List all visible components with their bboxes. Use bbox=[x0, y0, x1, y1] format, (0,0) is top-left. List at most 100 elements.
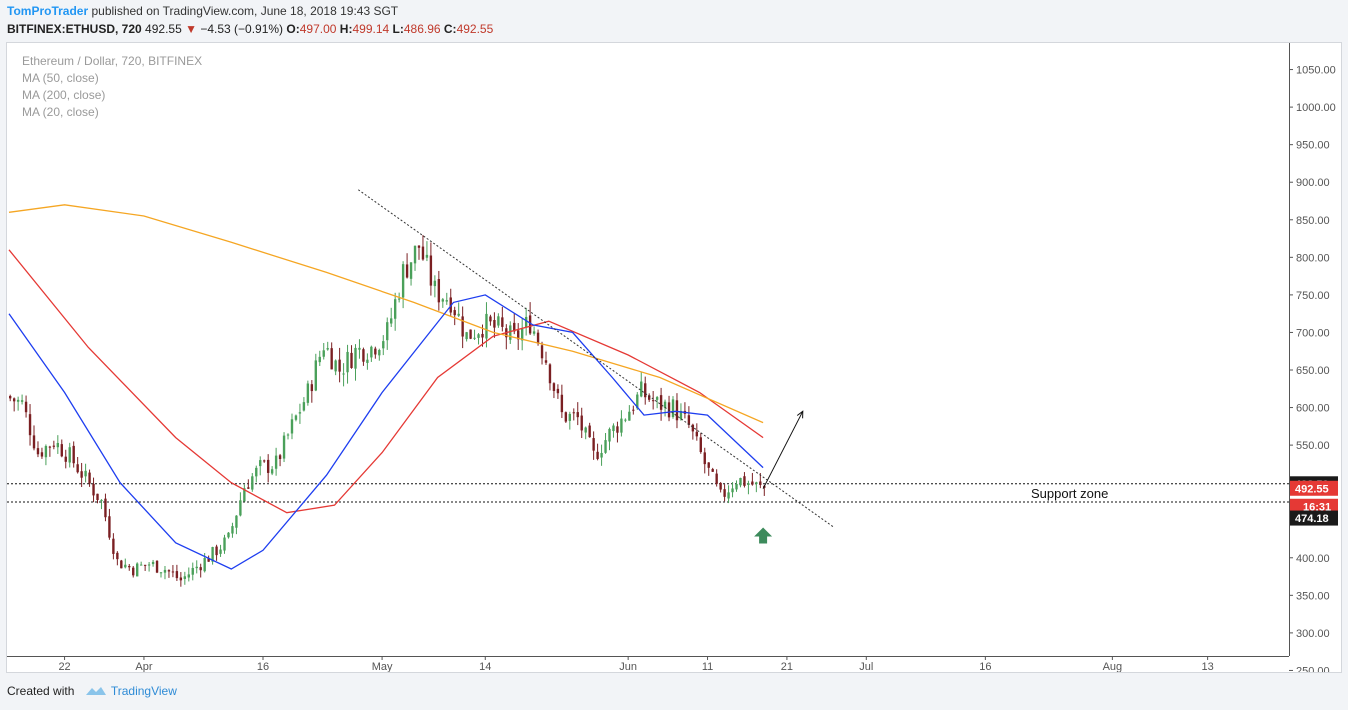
candle-body bbox=[199, 567, 202, 571]
projection-arrow bbox=[762, 411, 804, 489]
chart-header: TomProTrader published on TradingView.co… bbox=[0, 0, 1348, 42]
published-text: published on TradingView.com, June 18, 2… bbox=[91, 4, 399, 18]
candle-body bbox=[278, 455, 282, 460]
candle-body bbox=[640, 381, 643, 397]
candle-body bbox=[171, 571, 175, 573]
candle-body bbox=[528, 315, 532, 334]
symbol-line: BITFINEX:ETHUSD, 720 492.55 ▼ −4.53 (−0.… bbox=[7, 22, 493, 36]
candle-body bbox=[429, 255, 433, 286]
candle-body bbox=[679, 410, 683, 420]
candle-body bbox=[215, 546, 218, 556]
candle-body bbox=[143, 564, 147, 566]
chart-panel[interactable]: 250.00300.00350.00400.00450.00500.00550.… bbox=[6, 42, 1342, 673]
created-with-label: Created with bbox=[7, 684, 75, 698]
candle-body bbox=[445, 300, 448, 302]
low-label: L: bbox=[392, 22, 404, 36]
candle-body bbox=[560, 394, 564, 413]
candle-body bbox=[64, 456, 67, 462]
author-link[interactable]: TomProTrader bbox=[7, 4, 89, 18]
x-tick-label: 16 bbox=[979, 661, 991, 672]
candle-body bbox=[497, 316, 500, 326]
candle-body bbox=[409, 262, 413, 279]
candle-body bbox=[691, 424, 695, 432]
candle-body bbox=[524, 316, 528, 328]
candle-body bbox=[405, 264, 409, 278]
candle-body bbox=[298, 412, 302, 414]
candle-body bbox=[513, 322, 516, 332]
candle-body bbox=[274, 455, 278, 469]
candle-body bbox=[707, 462, 710, 468]
candle-body bbox=[203, 558, 206, 572]
candle-body bbox=[132, 567, 135, 576]
candle-body bbox=[695, 431, 699, 437]
candle-body bbox=[310, 384, 314, 392]
candle-body bbox=[441, 299, 444, 302]
candle-body bbox=[536, 332, 540, 344]
candle-body bbox=[600, 452, 603, 458]
candle-body bbox=[68, 447, 71, 463]
y-tick-label: 550.00 bbox=[1296, 440, 1330, 452]
candle-body bbox=[354, 347, 357, 369]
candle-body bbox=[743, 476, 746, 486]
candle-body bbox=[651, 400, 655, 402]
candle-body bbox=[314, 360, 317, 391]
candle-body bbox=[362, 349, 365, 362]
candle-body bbox=[417, 245, 421, 248]
ma-line bbox=[8, 204, 764, 424]
candle-body bbox=[247, 487, 250, 489]
x-tick-label: 13 bbox=[1201, 661, 1213, 672]
candle-body bbox=[632, 409, 635, 411]
candle-body bbox=[699, 437, 702, 453]
x-tick-label: 21 bbox=[781, 661, 793, 672]
candle-body bbox=[175, 571, 179, 579]
y-tick-label: 950.00 bbox=[1296, 140, 1330, 152]
candle-body bbox=[433, 280, 437, 287]
candle-body bbox=[20, 400, 24, 402]
candle-body bbox=[588, 425, 591, 438]
candle-body bbox=[24, 401, 28, 413]
candle-body bbox=[584, 427, 587, 433]
x-tick-label: Aug bbox=[1103, 661, 1123, 672]
candle-body bbox=[96, 493, 99, 501]
tradingview-brand[interactable]: TradingView bbox=[110, 684, 177, 698]
candle-body bbox=[60, 444, 63, 457]
candle-body bbox=[366, 359, 369, 363]
candle-body bbox=[671, 399, 675, 418]
candle-body bbox=[648, 395, 651, 400]
candle-body bbox=[56, 442, 60, 448]
candle-body bbox=[195, 566, 198, 569]
candle-body bbox=[255, 467, 258, 477]
candle-body bbox=[568, 413, 572, 421]
candle-body bbox=[52, 445, 56, 447]
candle-body bbox=[44, 446, 48, 458]
legend-ma50: MA (50, close) bbox=[22, 71, 99, 85]
candle-body bbox=[378, 349, 381, 356]
candle-body bbox=[604, 440, 607, 453]
candle-body bbox=[461, 316, 464, 337]
y-tick-label: 700.00 bbox=[1296, 327, 1330, 339]
candle-body bbox=[36, 448, 40, 455]
price-tag-label: 492.55 bbox=[1295, 483, 1329, 495]
price-chart[interactable]: 250.00300.00350.00400.00450.00500.00550.… bbox=[7, 43, 1341, 672]
y-tick-label: 350.00 bbox=[1296, 590, 1330, 602]
candle-body bbox=[151, 561, 155, 565]
candle-body bbox=[425, 254, 429, 258]
candle-body bbox=[556, 388, 560, 394]
candle-body bbox=[493, 320, 496, 328]
price-change: −4.53 (−0.91%) bbox=[200, 22, 284, 36]
y-tick-label: 1000.00 bbox=[1296, 102, 1336, 114]
legend-title: Ethereum / Dollar, 720, BITFINEX bbox=[22, 54, 203, 68]
down-triangle-icon: ▼ bbox=[185, 22, 197, 36]
up-arrow-icon bbox=[754, 527, 773, 544]
candle-body bbox=[231, 526, 234, 534]
legend-ma20: MA (20, close) bbox=[22, 105, 99, 119]
candle-body bbox=[382, 341, 385, 349]
candle-body bbox=[751, 481, 754, 485]
candle-body bbox=[711, 469, 714, 472]
plot-area bbox=[7, 43, 1289, 656]
candle-body bbox=[370, 346, 373, 358]
price-tag-label: 16:31 bbox=[1303, 501, 1331, 513]
candle-body bbox=[735, 483, 738, 490]
publish-line: TomProTrader published on TradingView.co… bbox=[7, 4, 398, 18]
candle-body bbox=[227, 532, 230, 538]
